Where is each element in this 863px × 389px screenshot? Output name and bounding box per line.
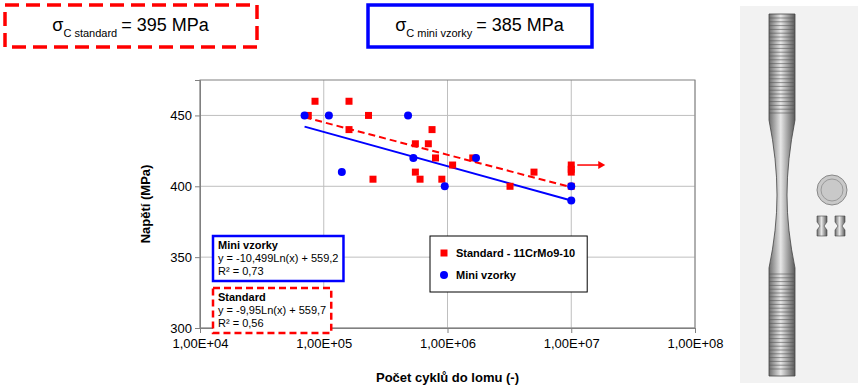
y-tick: 300 <box>170 321 200 336</box>
equation-equation: y = -9,95Ln(x) + 559,7 <box>218 304 326 316</box>
legend-box <box>430 236 587 292</box>
x-tick: 1,00E+08 <box>667 328 723 351</box>
annotation-frame <box>5 5 257 47</box>
data-point <box>404 111 412 119</box>
y-axis: 300 350 400 450 <box>170 81 200 336</box>
x-tick-label: 1,00E+06 <box>420 336 476 351</box>
y-tick-mark <box>195 115 200 116</box>
equation-frame <box>213 236 343 281</box>
annotation-value: = 385 MPa <box>476 15 565 35</box>
data-point <box>432 154 439 161</box>
sigma-annotation: σC standard = 395 MPa <box>5 5 257 47</box>
y-axis-line <box>195 81 201 329</box>
legend-label: Standard - 11CrMo9-10 <box>456 247 575 259</box>
x-tick-mark <box>571 328 572 333</box>
y-tick-label: 350 <box>170 250 192 265</box>
data-point <box>412 169 419 176</box>
legend: Standard - 11CrMo9-10 Mini vzorky <box>430 236 587 292</box>
trendline <box>305 117 572 187</box>
x-tick-mark <box>448 328 449 333</box>
equation-label: Standard <box>218 291 266 303</box>
data-point <box>346 98 353 105</box>
legend-label: Mini vzorky <box>456 269 517 281</box>
equation-label: Mini vzorky <box>218 239 279 251</box>
y-tick-mark <box>195 257 200 258</box>
data-point <box>365 112 372 119</box>
equation-box: Standardy = -9,95Ln(x) + 559,7R² = 0,56 <box>213 288 331 333</box>
data-point <box>429 126 436 133</box>
data-point <box>369 176 376 183</box>
runout-arrow <box>577 161 605 169</box>
x-tick-mark <box>695 328 696 333</box>
x-tick-label: 1,00E+04 <box>172 336 228 351</box>
y-tick-mark <box>195 186 200 187</box>
annotation-frame <box>368 5 592 47</box>
data-point <box>325 111 333 119</box>
equation-frame <box>213 288 331 333</box>
y-tick: 350 <box>170 250 200 265</box>
chart: 1,00E+04 1,00E+05 1,00E+06 1,00E+07 1,00E+08… <box>0 0 863 389</box>
x-tick: 1,00E+07 <box>544 328 600 351</box>
y-tick: 450 <box>170 108 200 123</box>
y-tick-mark <box>195 328 200 329</box>
annotation-text: σC standard = 395 MPa <box>52 15 209 39</box>
trendline <box>305 127 572 201</box>
data-point <box>568 169 575 176</box>
data-point <box>417 176 424 183</box>
data-point <box>438 176 445 183</box>
y-tick-label: 450 <box>170 108 192 123</box>
data-point <box>425 140 432 147</box>
annotation-symbol: σ <box>52 15 63 35</box>
x-tick-label: 1,00E+08 <box>667 336 723 351</box>
data-point <box>441 182 449 190</box>
legend-marker <box>441 250 448 257</box>
x-tick-label: 1,00E+05 <box>296 336 352 351</box>
data-point <box>568 183 575 190</box>
y-axis-title: Napětí (MPa) <box>138 165 153 244</box>
legend-marker <box>440 271 448 279</box>
annotation-subscript: C standard <box>63 27 117 39</box>
data-point <box>409 154 417 162</box>
equation-equation: y = -10,499Ln(x) + 559,2 <box>218 252 338 264</box>
y-grid-line <box>200 115 695 116</box>
data-point <box>449 162 456 169</box>
data-point <box>312 98 319 105</box>
x-tick: 1,00E+06 <box>420 328 476 351</box>
photo-background <box>740 6 858 383</box>
x-axis-title: Počet cyklů do lomu (-) <box>376 370 519 385</box>
data-point <box>567 182 575 190</box>
data-point <box>346 126 353 133</box>
equation-box: Mini vzorkyy = -10,499Ln(x) + 559,2R² = … <box>213 236 343 281</box>
marks <box>301 98 576 205</box>
equation-r2: R² = 0,73 <box>218 265 264 277</box>
equation-r2: R² = 0,56 <box>218 317 264 329</box>
y-tick: 400 <box>170 179 200 194</box>
data-point <box>412 140 419 147</box>
data-point <box>530 169 537 176</box>
annotation-text: σC mini vzorky= 385 MPa <box>395 15 565 39</box>
data-point <box>567 196 575 204</box>
y-tick-label: 400 <box>170 179 192 194</box>
x-tick-label: 1,00E+07 <box>544 336 600 351</box>
data-point <box>472 154 480 162</box>
data-point <box>301 111 309 119</box>
annotation-value: = 395 MPa <box>121 15 210 35</box>
annotation-subscript: C mini vzorky <box>406 27 473 39</box>
data-point <box>338 168 346 176</box>
sigma-annotation: σC mini vzorky= 385 MPa <box>368 5 592 47</box>
data-point <box>507 183 514 190</box>
specimen-photo <box>740 6 858 383</box>
y-tick-label: 300 <box>170 321 192 336</box>
annotation-symbol: σ <box>395 15 406 35</box>
